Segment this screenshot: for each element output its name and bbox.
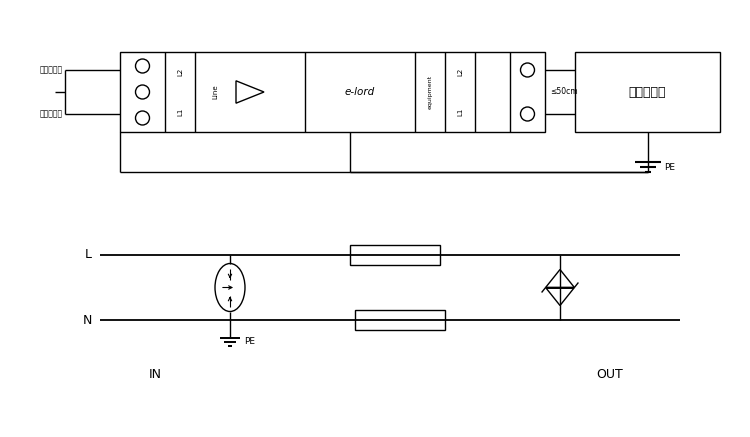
Text: L2: L2 <box>177 68 183 76</box>
Text: equipment: equipment <box>427 75 433 109</box>
Polygon shape <box>545 288 574 305</box>
Text: ≤50cm: ≤50cm <box>550 87 578 97</box>
Text: 被保护设备: 被保护设备 <box>628 86 666 98</box>
Text: PE: PE <box>244 337 255 347</box>
Text: 外接信号线: 外接信号线 <box>40 110 63 118</box>
Circle shape <box>520 107 535 121</box>
Circle shape <box>136 59 149 73</box>
Polygon shape <box>545 270 574 288</box>
Polygon shape <box>236 81 264 103</box>
Text: L2: L2 <box>457 68 463 76</box>
Circle shape <box>136 111 149 125</box>
Text: L1: L1 <box>177 108 183 116</box>
Text: PE: PE <box>664 163 676 171</box>
Text: IN: IN <box>148 368 161 382</box>
Bar <box>120 52 545 132</box>
Text: N: N <box>82 313 92 326</box>
Bar <box>350 245 440 265</box>
Text: OUT: OUT <box>597 368 623 382</box>
Bar <box>355 310 445 330</box>
Text: e-lord: e-lord <box>345 87 375 97</box>
Text: L1: L1 <box>457 108 463 116</box>
Ellipse shape <box>215 264 245 312</box>
Bar <box>575 52 720 132</box>
Circle shape <box>136 85 149 99</box>
Text: L: L <box>85 249 92 261</box>
Text: 外接信号线: 外接信号线 <box>40 66 63 74</box>
Text: Line: Line <box>212 85 218 99</box>
Circle shape <box>520 63 535 77</box>
